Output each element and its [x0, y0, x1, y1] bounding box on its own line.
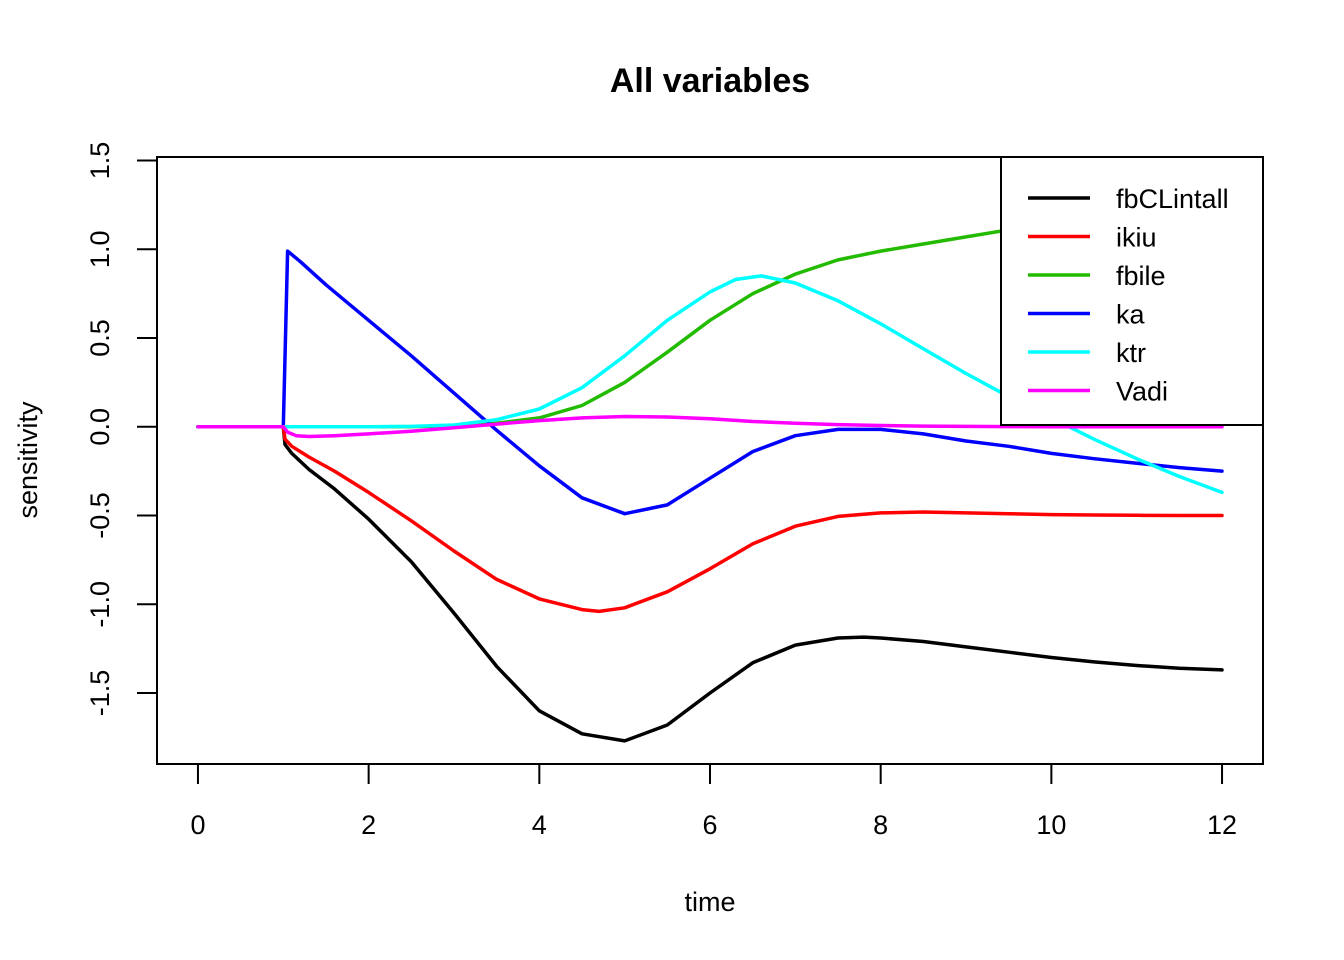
legend-label-fbile: fbile: [1116, 261, 1166, 291]
x-axis-label: time: [684, 887, 735, 917]
x-tick-label: 12: [1207, 810, 1237, 840]
legend-box: [1000, 156, 1264, 426]
y-tick-label: 0.0: [85, 408, 115, 446]
y-tick-label: 0.5: [85, 319, 115, 357]
y-tick-label: -1.5: [85, 670, 115, 717]
x-tick-label: 0: [190, 810, 205, 840]
plot-frame: [156, 156, 1264, 765]
series-line-ka: [196, 249, 1224, 516]
y-tick-label: -1.0: [85, 581, 115, 628]
plot-lines: [196, 197, 1224, 743]
legend-label-ktr: ktr: [1116, 338, 1146, 368]
legend-label-ka: ka: [1116, 300, 1146, 330]
series-line-fbCLintall: [196, 425, 1224, 743]
x-tick-label: 2: [361, 810, 376, 840]
legend-label-Vadi: Vadi: [1116, 377, 1168, 407]
y-tick-label: 1.5: [85, 142, 115, 180]
x-tick-label: 10: [1036, 810, 1066, 840]
legend-label-ikiu: ikiu: [1116, 223, 1157, 253]
legend-label-fbCLintall: fbCLintall: [1116, 184, 1229, 214]
x-tick-label: 4: [532, 810, 547, 840]
y-tick-label: 1.0: [85, 231, 115, 269]
x-tick-label: 8: [873, 810, 888, 840]
legend: fbCLintall ikiu fbile ka ktr Vadi: [1000, 156, 1264, 426]
y-axis-label: sensitivity: [13, 401, 43, 519]
x-axis: 0 2 4 6 8 10 12: [190, 763, 1237, 840]
chart-title: All variables: [610, 62, 810, 100]
series-line-ikiu: [196, 425, 1224, 614]
x-tick-label: 6: [702, 810, 717, 840]
y-axis: -1.5 -1.0 -0.5 0.0 0.5 1.0 1.5: [85, 142, 158, 717]
series-line-Vadi: [196, 414, 1224, 439]
y-tick-label: -0.5: [85, 492, 115, 539]
